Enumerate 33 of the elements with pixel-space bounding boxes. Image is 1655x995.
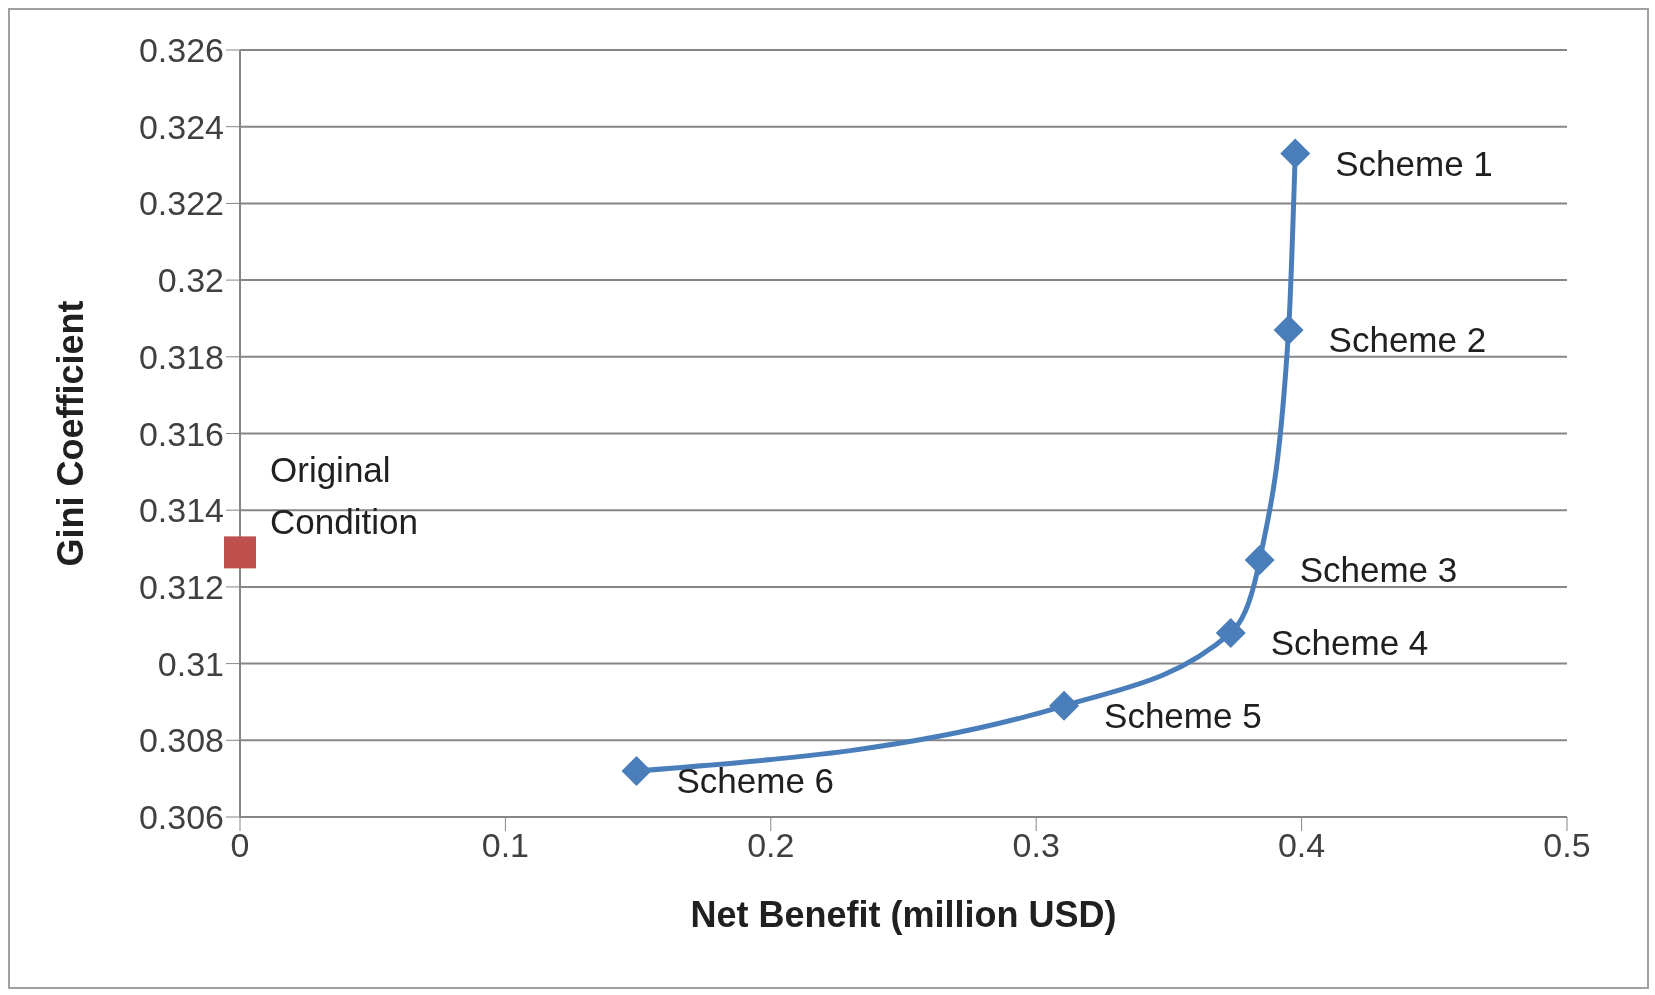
y-tick-label: 0.316 xyxy=(138,414,224,453)
x-axis-title: Net Benefit (million USD) xyxy=(690,894,1117,935)
point xyxy=(1244,545,1275,576)
y-tick-label: 0.31 xyxy=(157,644,224,683)
y-tick-label: 0.306 xyxy=(138,798,224,837)
y-tick-label: 0.32 xyxy=(157,261,224,300)
annotation: Original Condition xyxy=(270,450,418,542)
y-tick-label: 0.312 xyxy=(138,567,224,606)
y-tick-label: 0.318 xyxy=(138,337,224,376)
y-axis-title: Gini Coefficient xyxy=(49,300,91,567)
y-tick-label: 0.322 xyxy=(138,184,224,223)
annotation: Scheme 4 xyxy=(1270,622,1429,662)
point xyxy=(1215,617,1246,648)
y-tick-label: 0.326 xyxy=(138,31,224,70)
y-tick-label: 0.314 xyxy=(138,491,224,530)
annotation: Scheme 5 xyxy=(1104,695,1262,735)
point xyxy=(224,536,256,569)
annotation: Scheme 3 xyxy=(1299,550,1458,590)
x-tick-label: 0.2 xyxy=(747,826,795,865)
annotation: Scheme 2 xyxy=(1328,319,1487,359)
x-tick-label: 0 xyxy=(230,826,250,865)
x-tick-label: 0.4 xyxy=(1277,826,1326,865)
y-tick-label: 0.324 xyxy=(138,107,224,146)
y-tick-label: 0.308 xyxy=(138,721,224,760)
point xyxy=(1273,314,1304,345)
point xyxy=(621,755,652,786)
point xyxy=(1049,690,1080,721)
x-tick-label: 0.1 xyxy=(481,826,530,865)
annotation: Scheme 6 xyxy=(676,760,835,800)
annotation: Scheme 1 xyxy=(1335,143,1493,183)
x-tick-label: 0.5 xyxy=(1543,826,1591,865)
point xyxy=(1280,138,1311,169)
x-tick-label: 0.3 xyxy=(1012,826,1060,865)
